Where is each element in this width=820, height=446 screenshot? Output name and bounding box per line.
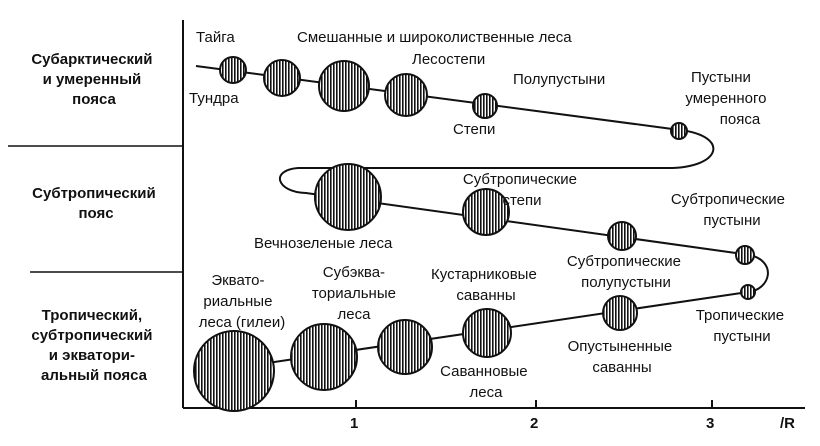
bubble-subequatorial: [290, 323, 358, 391]
bubble-equatorial: [193, 330, 275, 412]
label-taiga: Тайга: [196, 29, 235, 46]
label-subtropical-deserts: Субтропические пустыни: [671, 191, 789, 229]
label-desertified-savanna: Опустыненные саванны: [568, 338, 677, 376]
x-tick-label-3: 3: [706, 415, 714, 432]
label-shrub-savanna: Кустарниковые саванны: [431, 266, 541, 304]
label-tropical-deserts: Тропические пустыни: [696, 307, 789, 345]
x-tick-label-1: 1: [350, 415, 358, 432]
bubble-forest-steppe: [384, 73, 428, 117]
label-equatorial: Эквато- риальные леса (гилеи): [199, 272, 285, 331]
label-tundra: Тундра: [189, 90, 239, 107]
bubble-subtropical-desert: [735, 245, 755, 265]
label-steppe: Степи: [453, 121, 495, 138]
bubble-mixed-forest-2: [318, 60, 370, 112]
bubble-savanna-forest: [377, 319, 433, 375]
zone-label-tropical: Тропический, субтропический и экватори- …: [31, 307, 156, 384]
label-subtropical-steppe: Субтропические степи: [463, 171, 581, 209]
biome-connection-curve: [195, 65, 769, 371]
bubble-subtropical-semidesert: [607, 221, 637, 251]
zone-label-subarctic: Субарктический и умеренный пояса: [31, 51, 156, 108]
bubble-tropical-desert: [740, 284, 756, 300]
label-savanna-forest: Саванновые леса: [440, 363, 532, 401]
label-evergreen: Вечнозеленые леса: [254, 235, 393, 252]
bubble-subtropical-steppe: [462, 188, 510, 236]
bubble-evergreen: [314, 163, 382, 231]
zone-label-subtropical: Субтропический пояс: [32, 185, 160, 222]
bubble-steppe: [472, 93, 498, 119]
label-temperate-deserts: Пустыни умеренного пояса: [685, 69, 770, 128]
label-mixed-forests: Смешанные и широколиственные леса: [297, 29, 572, 46]
bubble-taiga: [219, 56, 247, 84]
label-subtropical-semidesert: Субтропические полупустыни: [567, 253, 685, 291]
label-subequatorial: Субэква- ториальные леса: [312, 264, 400, 323]
bubble-mixed-forest-1: [263, 59, 301, 97]
label-forest-steppe: Лесостепи: [412, 51, 485, 68]
label-semi-desert: Полупустыни: [513, 71, 605, 88]
x-axis-label: /R: [780, 415, 795, 432]
bubble-desertified-savanna: [602, 295, 638, 331]
x-tick-label-2: 2: [530, 415, 538, 432]
bubble-shrub-savanna: [462, 308, 512, 358]
bubble-temperate-desert: [670, 122, 688, 140]
